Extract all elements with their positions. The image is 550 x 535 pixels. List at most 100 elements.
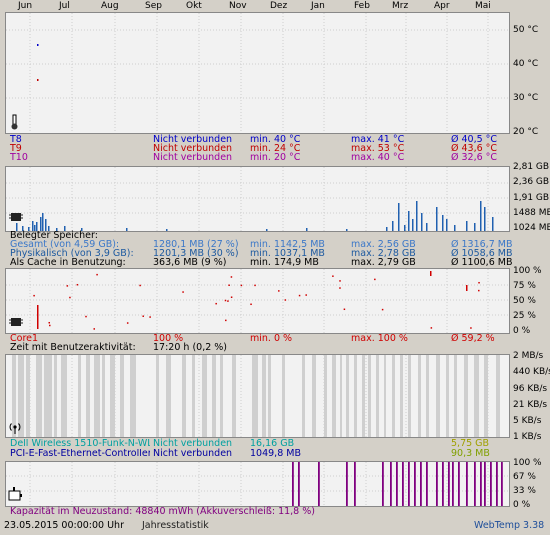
network-tick: 1 KB/s <box>513 432 542 442</box>
status-mode[interactable]: Jahresstatistik <box>142 520 209 531</box>
network-activity-band <box>464 355 468 437</box>
month-label: Dez <box>270 1 288 11</box>
network-activity-band <box>12 355 16 437</box>
memory-bar <box>392 221 394 231</box>
cpu-point <box>225 319 227 322</box>
memory-bar <box>48 226 50 231</box>
memory-bar <box>16 223 18 231</box>
network-activity-band <box>202 355 207 437</box>
cpu-point <box>76 283 79 286</box>
network-activity-band <box>102 355 105 437</box>
network-activity-band <box>384 355 386 437</box>
battery-bar <box>292 462 294 506</box>
battery-bar <box>484 462 486 506</box>
battery-bar <box>426 462 428 506</box>
adapter-extra: 5,75 GB <box>451 438 490 449</box>
memory-max: max. 2,56 GB <box>351 239 416 250</box>
network-activity-band <box>408 355 411 437</box>
network-activity-band <box>94 355 100 437</box>
network-activity-band <box>346 355 349 437</box>
memory-max: max. 2,79 GB <box>351 257 416 268</box>
cpu-point <box>298 294 301 297</box>
memory-avg: Ø 1316,7 MB <box>451 239 513 250</box>
cpu-name: Core1 <box>10 333 39 344</box>
cpu-point <box>69 296 71 299</box>
memory-bar <box>484 207 486 231</box>
cpu-point <box>149 316 151 318</box>
network-activity-band <box>484 355 488 437</box>
cpu-point <box>478 281 480 284</box>
battery-bar <box>442 462 444 506</box>
battery-bar <box>480 462 482 506</box>
network-activity-band <box>232 355 236 437</box>
month-label: Jan <box>311 1 325 11</box>
cpu-point <box>49 324 51 327</box>
adapter-status: Nicht verbunden <box>153 438 233 449</box>
cpu-point <box>126 322 129 324</box>
battery-tick: 33 % <box>513 486 536 496</box>
memory-bar <box>466 221 468 231</box>
cpu-point <box>48 321 50 324</box>
sensor-avg: Ø 32,6 °C <box>451 152 498 163</box>
memory-bar <box>22 226 24 231</box>
temperature-point <box>37 79 39 81</box>
network-activity-band <box>156 355 159 437</box>
cpu-value: 100 % <box>153 333 184 344</box>
memory-bar <box>64 226 66 231</box>
cpu-point <box>230 296 233 298</box>
memory-bar <box>398 203 400 231</box>
cpu-point <box>66 285 69 287</box>
cpu-chip-icon <box>9 316 23 328</box>
status-datetime: 23.05.2015 00:00:00 Uhr <box>4 520 124 531</box>
sensor-avg: Ø 43,6 °C <box>451 143 498 154</box>
memory-tick: 2,81 GB <box>513 162 550 172</box>
cpu-point <box>478 289 480 292</box>
memory-bar <box>81 228 83 231</box>
memory-avg: Ø 1100,6 MB <box>451 257 513 268</box>
memory-bar <box>346 229 348 231</box>
memory-value: 1280,1 MB (27 %) <box>153 239 239 250</box>
battery-bar <box>390 462 392 506</box>
cpu-spike <box>430 271 432 276</box>
cpu-point <box>215 302 217 305</box>
sensor-max: max. 41 °C <box>351 134 405 145</box>
network-activity-band <box>166 355 171 437</box>
memory-name: Gesamt (von 4,59 GB): <box>10 239 120 250</box>
network-activity-band <box>130 355 136 437</box>
month-label: Jun <box>18 1 33 11</box>
network-activity-band <box>392 355 395 437</box>
cpu-point <box>430 327 433 329</box>
memory-value: 363,6 MB (9 %) <box>153 257 227 268</box>
temperature-graph <box>5 12 510 134</box>
memory-bar <box>32 221 34 231</box>
memory-bar <box>446 219 448 231</box>
network-activity-band <box>446 355 449 437</box>
sensor-status: Nicht verbunden <box>153 134 233 145</box>
network-activity-band <box>362 355 365 437</box>
cpu-point <box>278 290 280 292</box>
memory-bar <box>56 228 58 231</box>
cpu-spike <box>466 285 468 291</box>
network-activity-band <box>182 355 186 437</box>
network-activity-band <box>36 355 42 437</box>
network-tick: 21 KB/s <box>513 400 548 410</box>
month-label: Apr <box>434 1 450 11</box>
memory-bar <box>436 207 438 231</box>
cpu-point <box>343 308 346 311</box>
memory-bar <box>426 223 428 231</box>
month-label: Feb <box>354 1 370 11</box>
network-tick: 96 KB/s <box>513 384 548 394</box>
cpu-point <box>381 308 384 311</box>
battery-tick: 67 % <box>513 472 536 482</box>
activity-label: Zeit mit Benutzeraktivität: <box>10 342 136 353</box>
sensor-status: Nicht verbunden <box>153 143 233 154</box>
network-activity-band <box>340 355 342 437</box>
battery-bar <box>436 462 438 506</box>
battery-bar <box>408 462 410 506</box>
memory-bar <box>474 223 476 231</box>
cpu-point <box>254 284 256 287</box>
memory-bar <box>306 228 308 231</box>
network-activity-band <box>110 355 115 437</box>
network-activity-band <box>474 355 479 437</box>
memory-bar <box>28 227 30 231</box>
